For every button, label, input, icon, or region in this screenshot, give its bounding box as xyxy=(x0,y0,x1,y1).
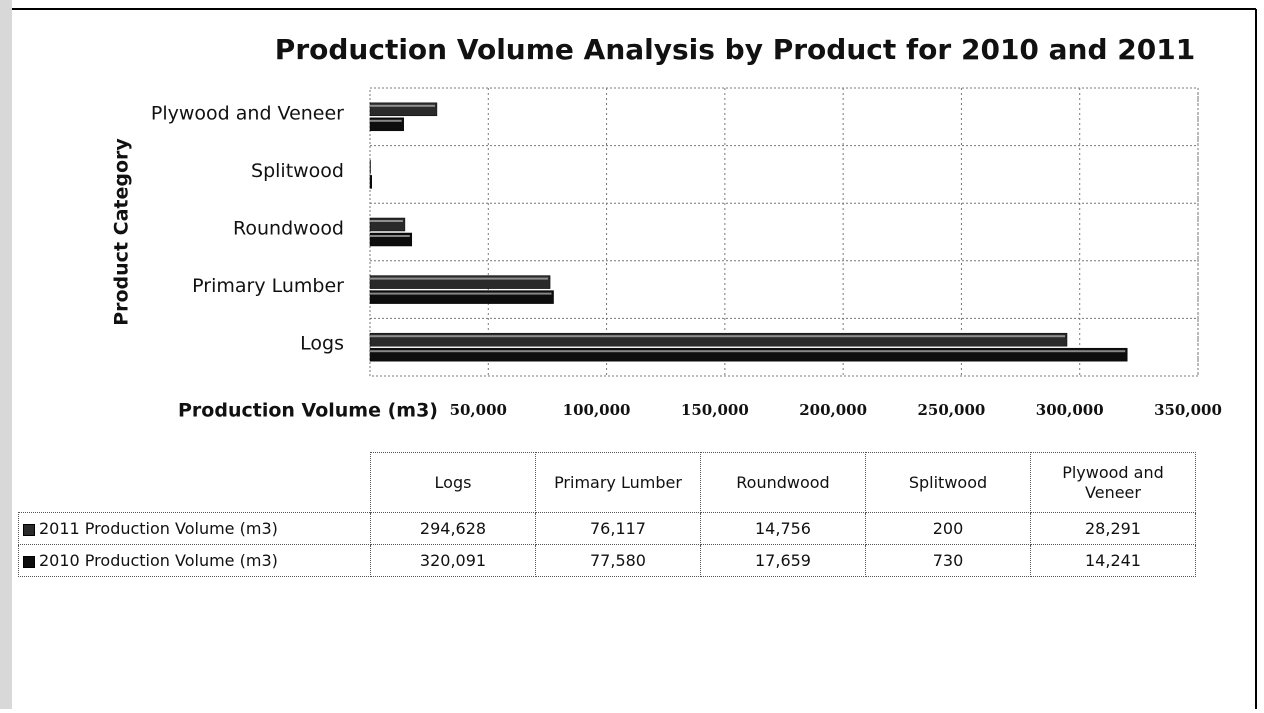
table-row-header: 2011 Production Volume (m3) xyxy=(18,512,371,545)
table-cell: 17,659 xyxy=(700,544,866,577)
x-tick-label: 250,000 xyxy=(917,401,985,419)
table-header-row: Logs Primary Lumber Roundwood Splitwood Plyw… xyxy=(18,452,1196,513)
y-tick-label: Primary Lumber xyxy=(192,275,344,297)
table-cell: 294,628 xyxy=(370,512,536,545)
table-row: 2010 Production Volume (m3) 320,091 77,580… xyxy=(18,544,1196,577)
bar xyxy=(369,160,371,174)
y-tick-label: Logs xyxy=(300,333,344,355)
table-cell: 320,091 xyxy=(370,544,536,577)
bar-highlight xyxy=(370,292,552,295)
bar-highlight xyxy=(370,350,1126,353)
bar xyxy=(369,275,551,289)
table-cell: 200 xyxy=(865,512,1031,545)
table-cell: 14,756 xyxy=(700,512,866,545)
bar-highlight xyxy=(370,335,1066,338)
chart-title: Production Volume Analysis by Product fo… xyxy=(275,33,1195,66)
x-tick-label: 350,000 xyxy=(1154,401,1222,419)
data-table: Logs Primary Lumber Roundwood Splitwood Plyw… xyxy=(18,452,1196,577)
table-cell: 28,291 xyxy=(1030,512,1196,545)
table-cell: 730 xyxy=(865,544,1031,577)
table-header-cell: Splitwood xyxy=(865,452,1031,513)
bar-highlight xyxy=(370,277,549,280)
table-header-cell: Plywood and Veneer xyxy=(1030,452,1196,513)
y-tick-label: Roundwood xyxy=(233,218,344,240)
legend-label: 2011 Production Volume (m3) xyxy=(39,519,278,538)
table-header-cell: Primary Lumber xyxy=(535,452,701,513)
x-tick-label: 50,000 xyxy=(450,401,507,419)
bar xyxy=(369,232,413,247)
x-axis-title: Production Volume (m3) xyxy=(178,400,438,422)
x-tick-label: 200,000 xyxy=(799,401,867,419)
x-tick-label: 100,000 xyxy=(563,401,631,419)
legend-label: 2010 Production Volume (m3) xyxy=(39,551,278,570)
bar xyxy=(369,290,554,304)
table-row: 2011 Production Volume (m3) 294,628 76,117… xyxy=(18,512,1196,545)
bar xyxy=(369,332,1068,347)
bar xyxy=(369,175,372,189)
x-tick-label: 150,000 xyxy=(681,401,749,419)
y-axis-title: Product Category xyxy=(111,138,133,326)
bar-highlight xyxy=(370,104,435,107)
y-tick-label: Plywood and Veneer xyxy=(151,102,344,124)
legend-key xyxy=(23,523,35,536)
bar xyxy=(369,217,406,232)
table-header-cell: Logs xyxy=(370,452,536,513)
table-cell: 77,580 xyxy=(535,544,701,577)
y-tick-label: Splitwood xyxy=(251,160,344,182)
bar-highlight xyxy=(370,220,403,222)
table-header-cell: Roundwood xyxy=(700,452,866,513)
x-tick-label: 300,000 xyxy=(1036,401,1104,419)
plot-area xyxy=(369,87,1199,377)
bar-highlight xyxy=(370,119,402,122)
bar xyxy=(369,347,1128,362)
table-row-header: 2010 Production Volume (m3) xyxy=(18,544,371,577)
table-corner xyxy=(18,452,371,513)
bar xyxy=(369,117,404,132)
legend-key xyxy=(23,555,35,568)
table-cell: 76,117 xyxy=(535,512,701,545)
bar xyxy=(369,102,438,117)
bar-highlight xyxy=(370,235,410,237)
table-cell: 14,241 xyxy=(1030,544,1196,577)
left-edge xyxy=(0,0,12,709)
